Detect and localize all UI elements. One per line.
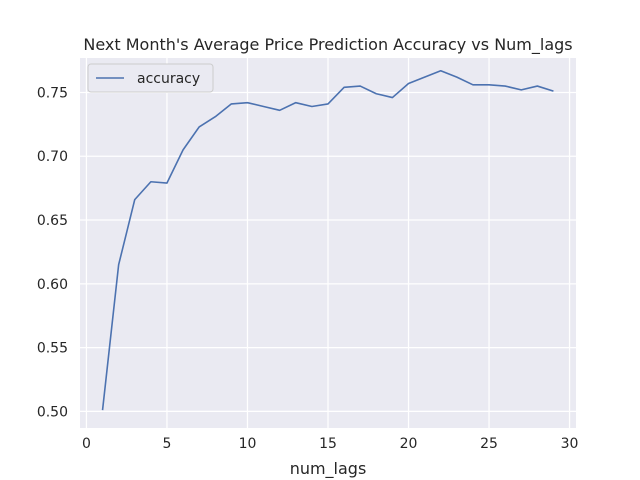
series-layer <box>101 69 554 411</box>
x-tick-label: 20 <box>400 436 418 452</box>
y-tick-label: 0.70 <box>37 149 68 165</box>
y-tick-label: 0.50 <box>37 404 68 420</box>
x-tick-label: 15 <box>319 436 337 452</box>
legend: accuracy <box>87 63 214 93</box>
legend-box <box>87 63 214 93</box>
x-tick-label: 5 <box>163 436 172 452</box>
chart-title: Next Month's Average Price Prediction Ac… <box>83 35 572 55</box>
x-tick-label: 10 <box>239 436 257 452</box>
x-axis-label: num_lags <box>290 459 367 479</box>
legend-label-accuracy: accuracy <box>137 71 200 87</box>
x-tick-label: 0 <box>82 436 91 452</box>
y-tick-label: 0.60 <box>37 277 68 293</box>
y-axis-ticks: 0.50 0.55 0.60 0.65 0.70 0.75 <box>37 85 68 420</box>
grid <box>80 58 576 428</box>
x-axis-ticks: 0 5 10 15 20 25 30 <box>82 436 578 452</box>
x-tick-label: 30 <box>561 436 579 452</box>
y-tick-label: 0.75 <box>37 85 68 101</box>
x-tick-label: 25 <box>480 436 498 452</box>
y-tick-label: 0.55 <box>37 341 68 357</box>
y-tick-label: 0.65 <box>37 213 68 229</box>
